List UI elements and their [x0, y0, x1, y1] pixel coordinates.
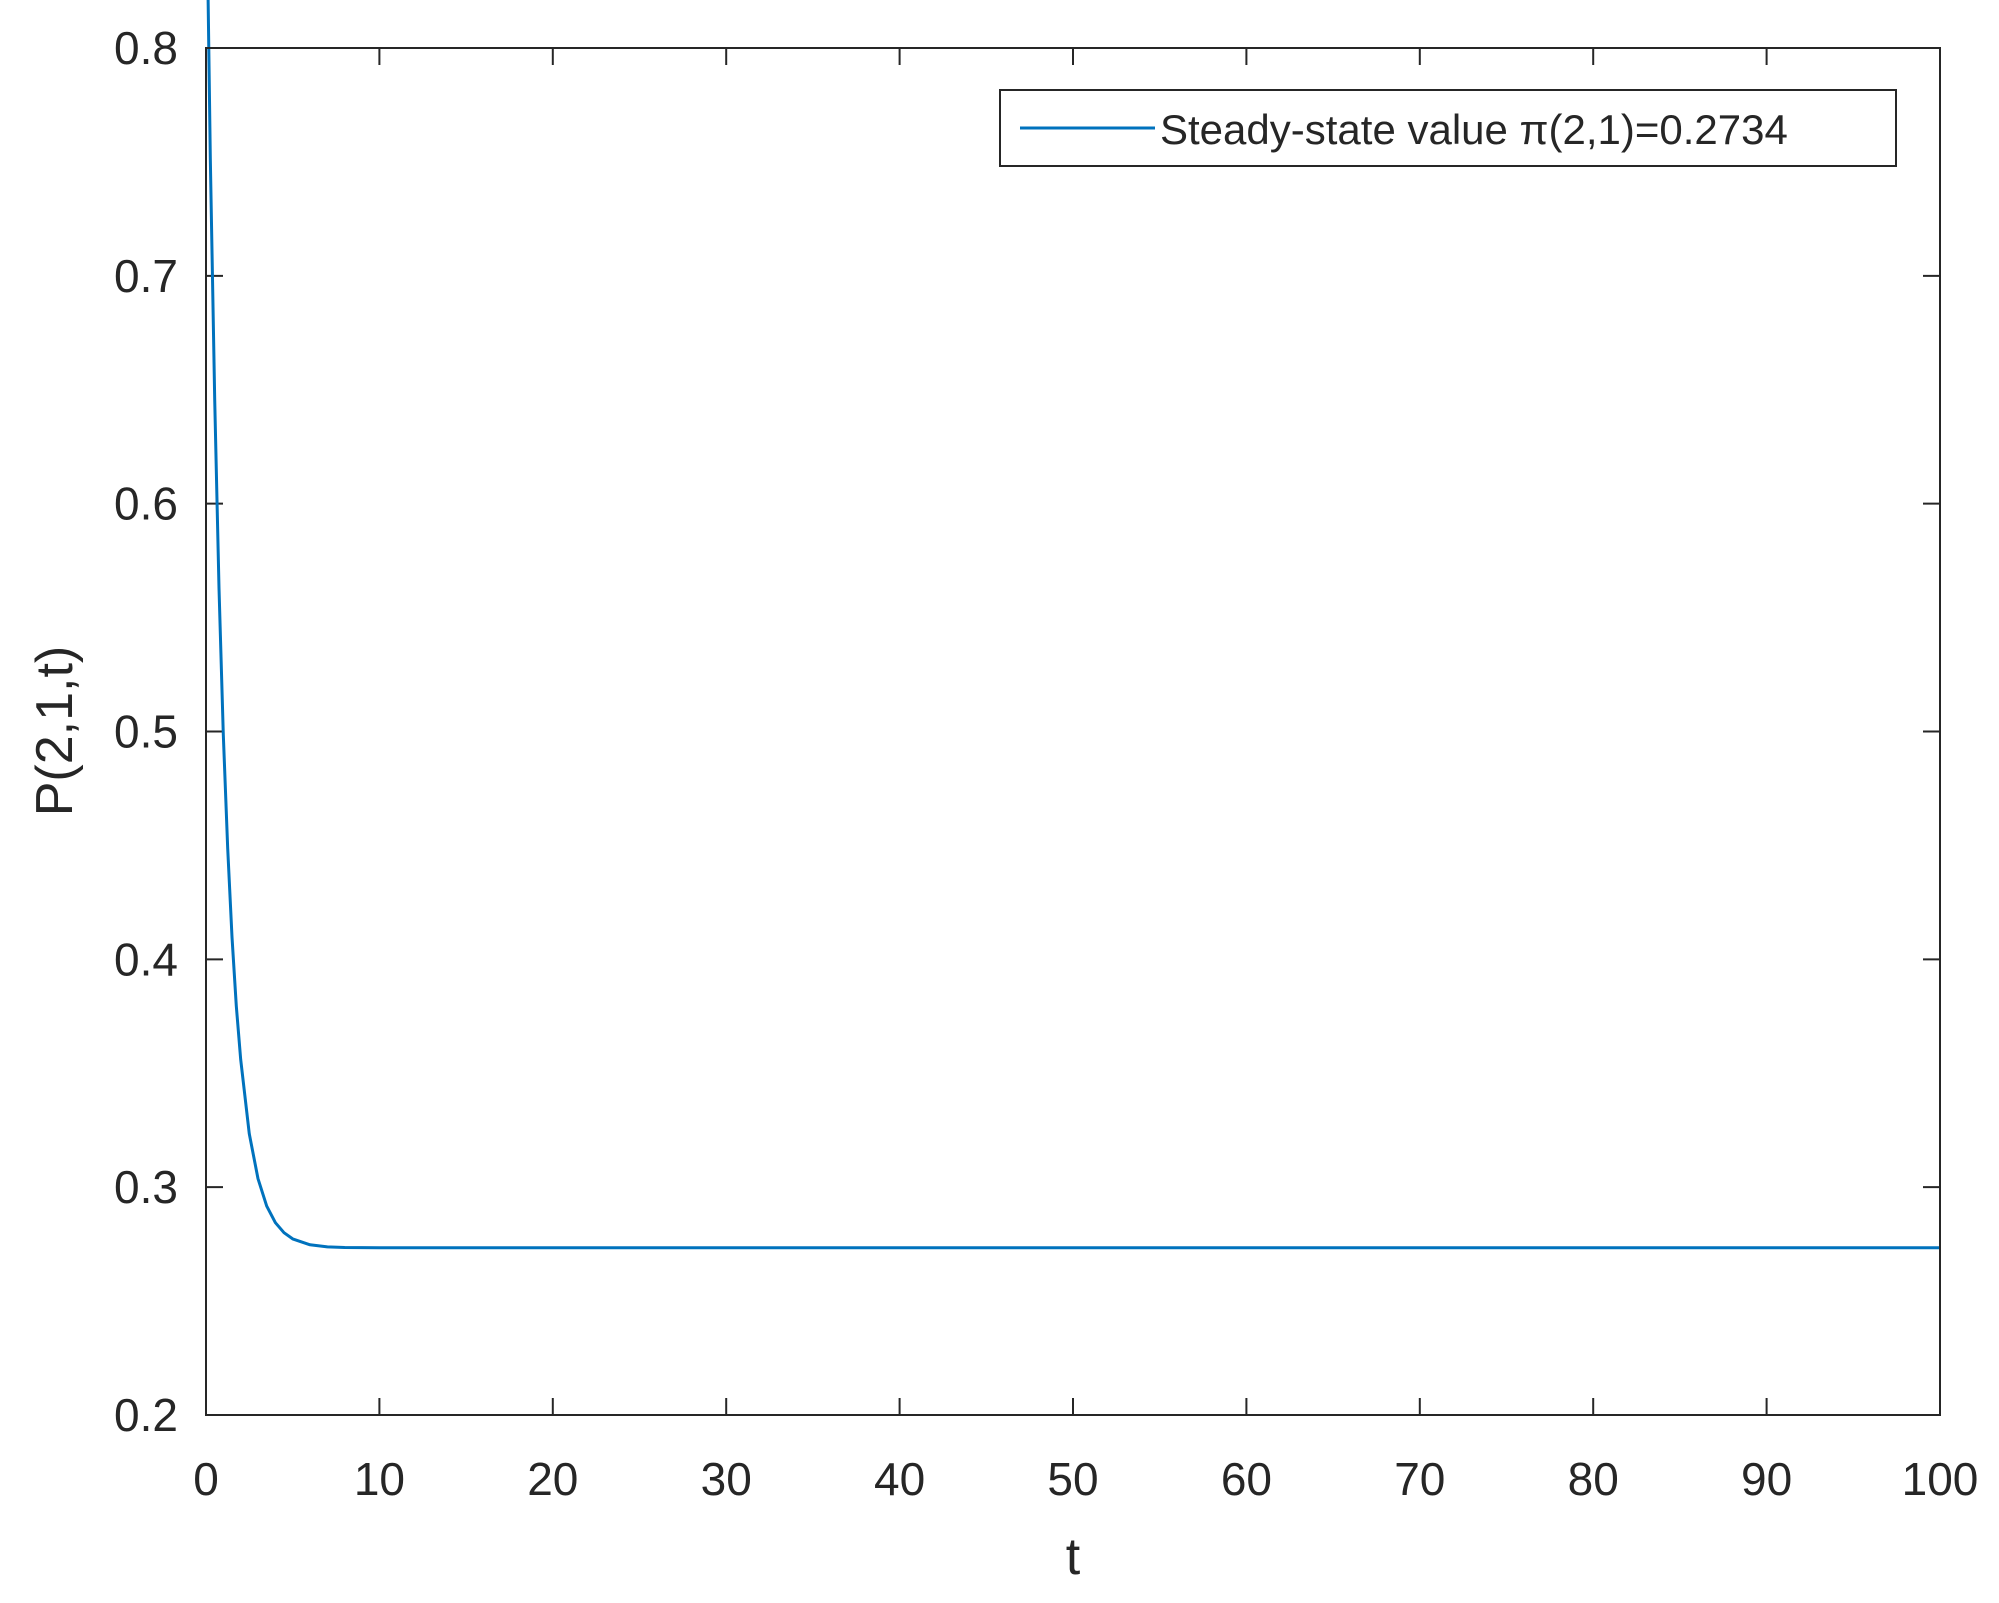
y-tick-label: 0.8: [114, 22, 178, 74]
y-tick-label: 0.4: [114, 933, 178, 985]
y-tick-label: 0.7: [114, 250, 178, 302]
y-tick-label: 0.3: [114, 1161, 178, 1213]
legend: Steady-state value π(2,1)=0.2734: [999, 89, 1897, 167]
legend-label: Steady-state value π(2,1)=0.2734: [1160, 106, 1788, 153]
x-tick-label: 90: [1741, 1453, 1792, 1505]
x-tick-label: 20: [527, 1453, 578, 1505]
x-tick-label: 80: [1568, 1453, 1619, 1505]
x-axis-label: t: [1066, 1528, 1081, 1586]
series-line: [206, 0, 1940, 1250]
x-tick-label: 10: [354, 1453, 405, 1505]
y-tick-label: 0.6: [114, 478, 178, 530]
x-tick-label: 0: [193, 1453, 219, 1505]
y-tick-label: 0.2: [114, 1389, 178, 1441]
x-tick-label: 60: [1221, 1453, 1272, 1505]
series-layer: [206, 0, 1940, 1250]
plot-area: [206, 48, 1940, 1415]
x-tick-label: 40: [874, 1453, 925, 1505]
x-tick-label: 100: [1902, 1453, 1979, 1505]
tick-labels: 0 10 20 30 40 50 60 70 80 90 100 0.2 0.3 0.4 0.5 0.6 0.7…: [114, 22, 1978, 1505]
x-tick-label: 70: [1394, 1453, 1445, 1505]
y-axis-label: P(2,1,t): [26, 646, 84, 817]
y-tick-label: 0.5: [114, 706, 178, 758]
x-tick-label: 50: [1047, 1453, 1098, 1505]
x-tick-label: 30: [701, 1453, 752, 1505]
axes-box: [205, 47, 1941, 1416]
